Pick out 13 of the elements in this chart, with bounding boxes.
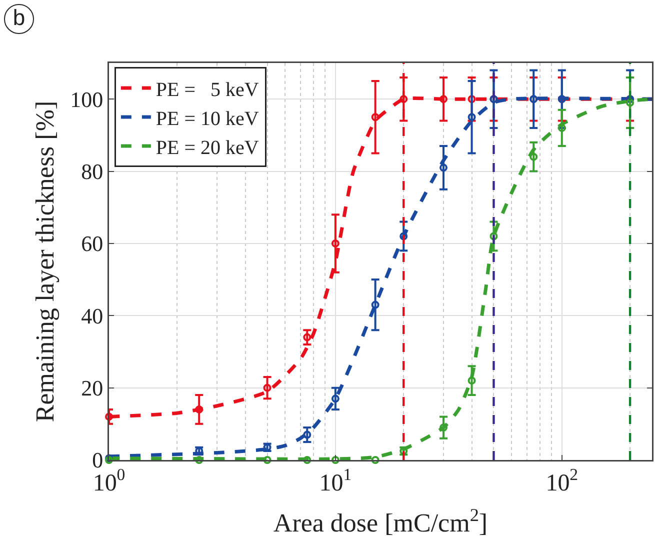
x-tick-label: 10$^{1}$ bbox=[319, 465, 352, 496]
legend-label: PE = 10 keV bbox=[156, 108, 260, 130]
y-axis-title: Remaining layer thickness [%] bbox=[30, 100, 60, 422]
y-tick-label: 40 bbox=[81, 303, 104, 328]
legend-label: PE = 5 keV bbox=[156, 78, 260, 101]
y-tick-label: 20 bbox=[81, 376, 104, 401]
x-tick-label: 10$^{2}$ bbox=[546, 465, 578, 496]
legend-label: PE = 20 keV bbox=[156, 136, 260, 159]
y-tick-label: 80 bbox=[81, 158, 104, 184]
x-axis-title: Area dose [mC/cm$^{2}$] bbox=[273, 504, 488, 538]
y-tick-label: 100 bbox=[70, 86, 104, 112]
y-tick-label: 60 bbox=[81, 231, 104, 256]
panel-label-circle: b bbox=[4, 4, 34, 34]
